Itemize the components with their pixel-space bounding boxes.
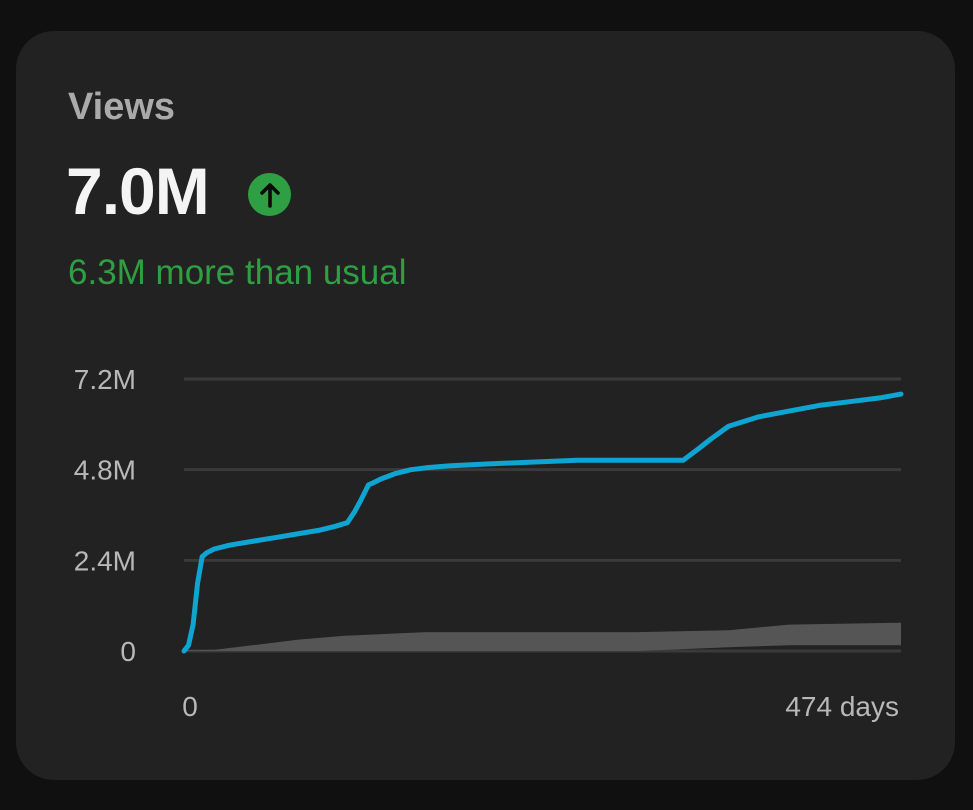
metric-value: 7.0M [66, 154, 210, 228]
views-line [181, 391, 904, 654]
arrow-up-glyph [259, 182, 280, 208]
typical-range-area [184, 622, 901, 651]
y-axis-labels: 0 2.4M 4.8M 7.2M [74, 364, 136, 667]
metric-label: Views [68, 86, 176, 128]
y-tick-label: 0 [120, 636, 136, 667]
x-tick-label: 0 [182, 691, 198, 722]
views-card [16, 31, 955, 780]
comparison-text: 6.3M more than usual [68, 253, 407, 292]
y-tick-label: 2.4M [74, 545, 136, 576]
typical-range-band [184, 622, 901, 651]
x-axis-labels: 0 474 days [182, 691, 899, 722]
gridlines [184, 377, 901, 653]
x-tick-label: 474 days [785, 691, 899, 722]
views-series [181, 391, 904, 654]
y-tick-label: 7.2M [74, 364, 136, 395]
y-tick-label: 4.8M [74, 455, 136, 486]
arrow-up-icon [248, 173, 291, 216]
